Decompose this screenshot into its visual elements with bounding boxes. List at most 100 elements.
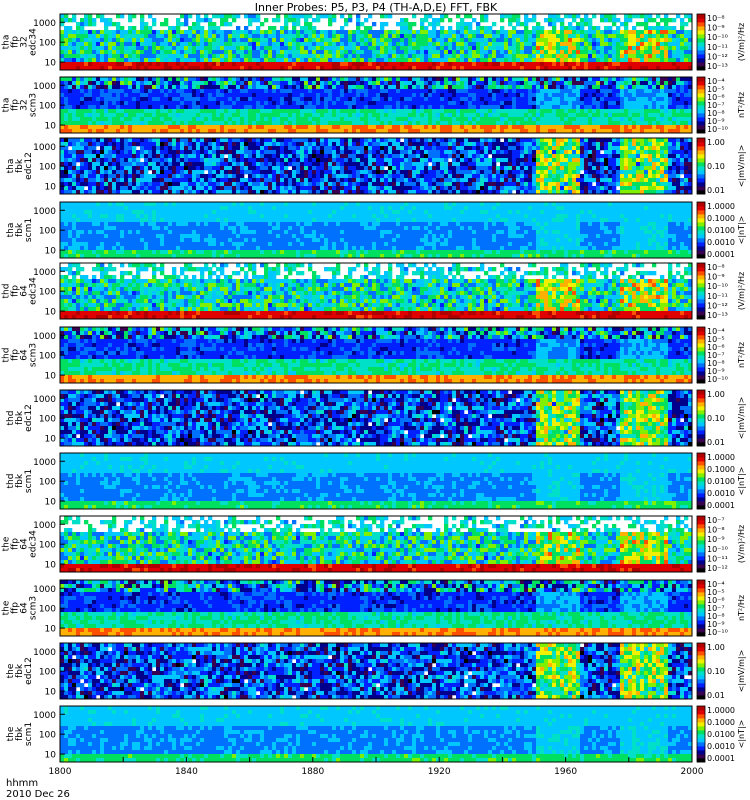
- heat-cell: [408, 58, 412, 62]
- heat-cell: [132, 170, 136, 174]
- heat-cell: [292, 14, 296, 18]
- heat-cell: [136, 162, 140, 166]
- heat-cell: [204, 89, 208, 93]
- heat-cell: [176, 89, 180, 93]
- heat-cell: [80, 18, 84, 22]
- heat-cell: [564, 30, 568, 34]
- heat-cell: [172, 89, 176, 93]
- heat-cell: [88, 34, 92, 38]
- heat-cell: [420, 46, 424, 50]
- heat-cell: [656, 22, 660, 26]
- heat-cell: [584, 46, 588, 50]
- heat-cell: [656, 34, 660, 38]
- heat-cell: [312, 30, 316, 34]
- heat-cell: [580, 42, 584, 46]
- heat-cell: [480, 93, 484, 97]
- heat-cell: [192, 81, 196, 85]
- heat-cell: [656, 121, 660, 125]
- heat-cell: [348, 14, 352, 18]
- heat-cell: [84, 50, 88, 54]
- heat-cell: [592, 46, 596, 50]
- heat-cell: [604, 93, 608, 97]
- heat-cell: [200, 142, 204, 146]
- heat-cell: [604, 34, 608, 38]
- heat-cell: [624, 38, 628, 42]
- heat-cell: [304, 97, 308, 101]
- heat-cell: [116, 105, 120, 109]
- heat-cell: [108, 58, 112, 62]
- heat-cell: [256, 38, 260, 42]
- heat-cell: [172, 162, 176, 166]
- heat-cell: [444, 14, 448, 18]
- heat-cell: [468, 58, 472, 62]
- heat-cell: [292, 117, 296, 121]
- heat-cell: [120, 170, 124, 174]
- heat-cell: [68, 93, 72, 97]
- heat-cell: [592, 97, 596, 101]
- heat-cell: [608, 46, 612, 50]
- heat-cell: [184, 158, 188, 162]
- colorbar-swatch: [697, 54, 705, 58]
- heat-cell: [536, 62, 540, 66]
- heat-cell: [192, 186, 196, 190]
- heat-cell: [600, 46, 604, 50]
- heat-cell: [512, 81, 516, 85]
- heat-cell: [84, 154, 88, 158]
- heat-cell: [196, 142, 200, 146]
- heat-cell: [112, 174, 116, 178]
- heat-cell: [96, 174, 100, 178]
- colorbar-unit: (V/m)²/Hz: [737, 23, 746, 61]
- heat-cell: [332, 77, 336, 81]
- heat-cell: [396, 58, 400, 62]
- heat-cell: [560, 22, 564, 26]
- heat-cell: [148, 150, 152, 154]
- heat-cell: [576, 54, 580, 58]
- heat-cell: [420, 109, 424, 113]
- heat-cell: [568, 85, 572, 89]
- heat-cell: [664, 14, 668, 18]
- heat-cell: [132, 121, 136, 125]
- heat-cell: [636, 50, 640, 54]
- heat-cell: [244, 62, 248, 66]
- panels: 101001000thaffp32edc3410⁻⁸10⁻⁹10⁻¹⁰10⁻¹¹…: [2, 14, 747, 763]
- heat-cell: [464, 62, 468, 66]
- heat-cell: [60, 34, 64, 38]
- heat-cell: [204, 14, 208, 18]
- heat-cell: [464, 42, 468, 46]
- heat-cell: [184, 166, 188, 170]
- heat-cell: [164, 166, 168, 170]
- heat-cell: [88, 101, 92, 105]
- heat-cell: [392, 62, 396, 66]
- heat-cell: [392, 121, 396, 125]
- heat-cell: [176, 138, 180, 142]
- heat-cell: [140, 101, 144, 105]
- heat-cell: [356, 109, 360, 113]
- heat-cell: [148, 101, 152, 105]
- heat-cell: [440, 30, 444, 34]
- heat-cell: [660, 89, 664, 93]
- heat-cell: [124, 166, 128, 170]
- heat-cell: [112, 121, 116, 125]
- heat-cell: [672, 54, 676, 58]
- heat-cell: [456, 38, 460, 42]
- heat-cell: [152, 105, 156, 109]
- colorbar-swatch: [697, 62, 705, 66]
- heat-cell: [164, 109, 168, 113]
- heat-cell: [548, 54, 552, 58]
- heat-cell: [200, 154, 204, 158]
- heat-cell: [224, 22, 228, 26]
- heat-cell: [260, 117, 264, 121]
- heat-cell: [80, 38, 84, 42]
- heat-cell: [132, 142, 136, 146]
- heat-cell: [636, 105, 640, 109]
- heat-cell: [620, 109, 624, 113]
- heat-cell: [124, 54, 128, 58]
- heat-cell: [460, 50, 464, 54]
- heat-cell: [632, 30, 636, 34]
- heat-cell: [532, 109, 536, 113]
- heat-cell: [260, 42, 264, 46]
- heat-cell: [216, 146, 220, 150]
- heat-cell: [368, 62, 372, 66]
- heat-cell: [212, 186, 216, 190]
- heat-cell: [644, 46, 648, 50]
